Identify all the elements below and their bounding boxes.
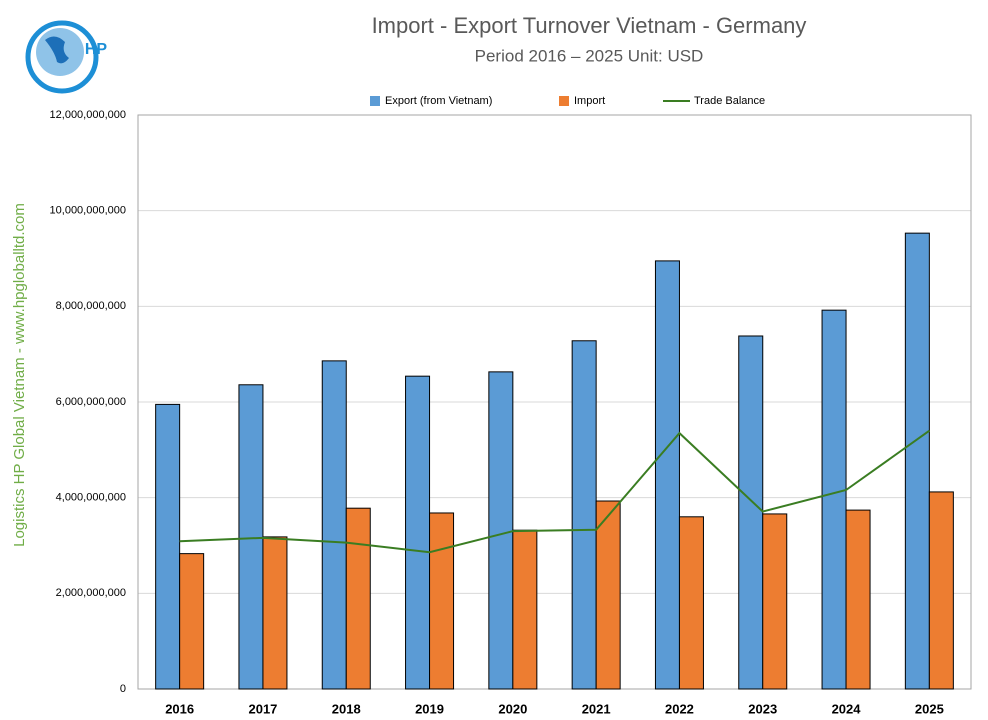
bar — [904, 232, 930, 690]
bar — [928, 491, 954, 690]
y-tick-label: 6,000,000,000 — [56, 396, 126, 408]
bar — [845, 509, 871, 690]
x-tick-label: 2020 — [498, 701, 527, 716]
x-tick-label: 2019 — [415, 701, 444, 716]
bar — [595, 500, 621, 690]
bar — [405, 375, 431, 690]
logo-text: HP — [85, 41, 108, 58]
bar — [821, 309, 847, 690]
bar — [429, 512, 455, 690]
x-tick-label: 2021 — [582, 701, 611, 716]
x-tick-label: 2017 — [248, 701, 277, 716]
legend-swatch — [370, 96, 380, 106]
x-tick-label: 2023 — [748, 701, 777, 716]
bar — [678, 516, 704, 690]
logo-ring — [25, 20, 99, 94]
y-tick-label: 0 — [120, 683, 126, 695]
x-tick-label: 2025 — [915, 701, 944, 716]
logo-land — [45, 36, 69, 64]
bar — [238, 384, 264, 690]
bar — [155, 403, 181, 690]
x-tick-label: 2018 — [332, 701, 361, 716]
y-tick-label: 4,000,000,000 — [56, 492, 126, 504]
bar — [654, 260, 680, 690]
bar — [179, 553, 205, 690]
plot-border — [137, 114, 972, 690]
x-tick-label: 2016 — [165, 701, 194, 716]
bar — [262, 536, 288, 690]
legend-label: Trade Balance — [694, 95, 765, 107]
bar — [321, 360, 347, 690]
y-tick-label: 8,000,000,000 — [56, 300, 126, 312]
x-tick-label: 2024 — [832, 701, 862, 716]
bar — [571, 340, 597, 690]
chart-title: Import - Export Turnover Vietnam - Germa… — [372, 13, 807, 38]
bar — [488, 371, 514, 690]
side-text: Logistics HP Global Vietnam - www.hpglob… — [11, 203, 28, 547]
logo: HP — [25, 20, 108, 94]
chart-subtitle: Period 2016 – 2025 Unit: USD — [475, 46, 704, 65]
x-tick-label: 2022 — [665, 701, 694, 716]
bar — [738, 335, 764, 690]
legend-label: Import — [574, 95, 605, 107]
y-tick-label: 2,000,000,000 — [56, 587, 126, 599]
y-tick-label: 10,000,000,000 — [50, 205, 126, 217]
legend-swatch — [559, 96, 569, 106]
bar — [345, 507, 371, 690]
legend-label: Export (from Vietnam) — [385, 95, 492, 107]
line — [179, 429, 930, 554]
bar — [512, 529, 538, 690]
legend: Export (from Vietnam) Import Trade Balance — [370, 95, 765, 107]
y-tick-label: 12,000,000,000 — [50, 109, 126, 121]
bar — [762, 513, 788, 690]
